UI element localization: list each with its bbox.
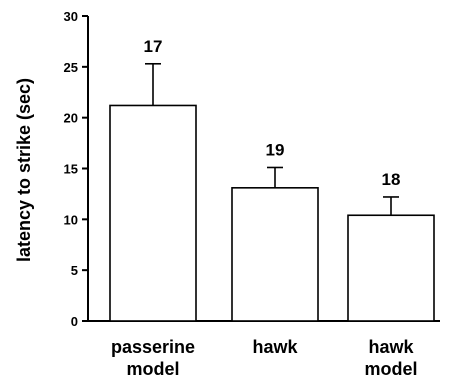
y-tick-label: 10 bbox=[64, 212, 78, 227]
x-tick-label: hawk model bbox=[364, 337, 417, 379]
y-tick-label: 20 bbox=[64, 111, 78, 126]
y-tick-label: 15 bbox=[64, 162, 78, 177]
y-tick-label: 30 bbox=[64, 9, 78, 24]
bar bbox=[347, 214, 435, 322]
y-tick-label: 25 bbox=[64, 60, 78, 75]
x-tick-label-line: hawk bbox=[368, 337, 414, 357]
sample-size-label: 18 bbox=[382, 170, 401, 189]
y-axis-title: latency to strike (sec) bbox=[14, 78, 34, 262]
y-tick-label: 0 bbox=[71, 314, 78, 329]
x-tick-label-line: model bbox=[126, 359, 179, 379]
x-tick-label-line: passerine bbox=[111, 337, 195, 357]
x-tick-label: hawk bbox=[252, 337, 298, 357]
bar bbox=[109, 104, 197, 322]
bar bbox=[231, 187, 319, 322]
y-tick-label: 5 bbox=[71, 263, 78, 278]
x-tick-label: passerine model bbox=[111, 337, 195, 379]
x-tick-label-line: hawk bbox=[252, 337, 298, 357]
x-tick-label-line: model bbox=[364, 359, 417, 379]
sample-size-label: 17 bbox=[144, 37, 163, 56]
bars: 17 19 18 bbox=[109, 37, 435, 322]
sample-size-label: 19 bbox=[266, 140, 285, 159]
